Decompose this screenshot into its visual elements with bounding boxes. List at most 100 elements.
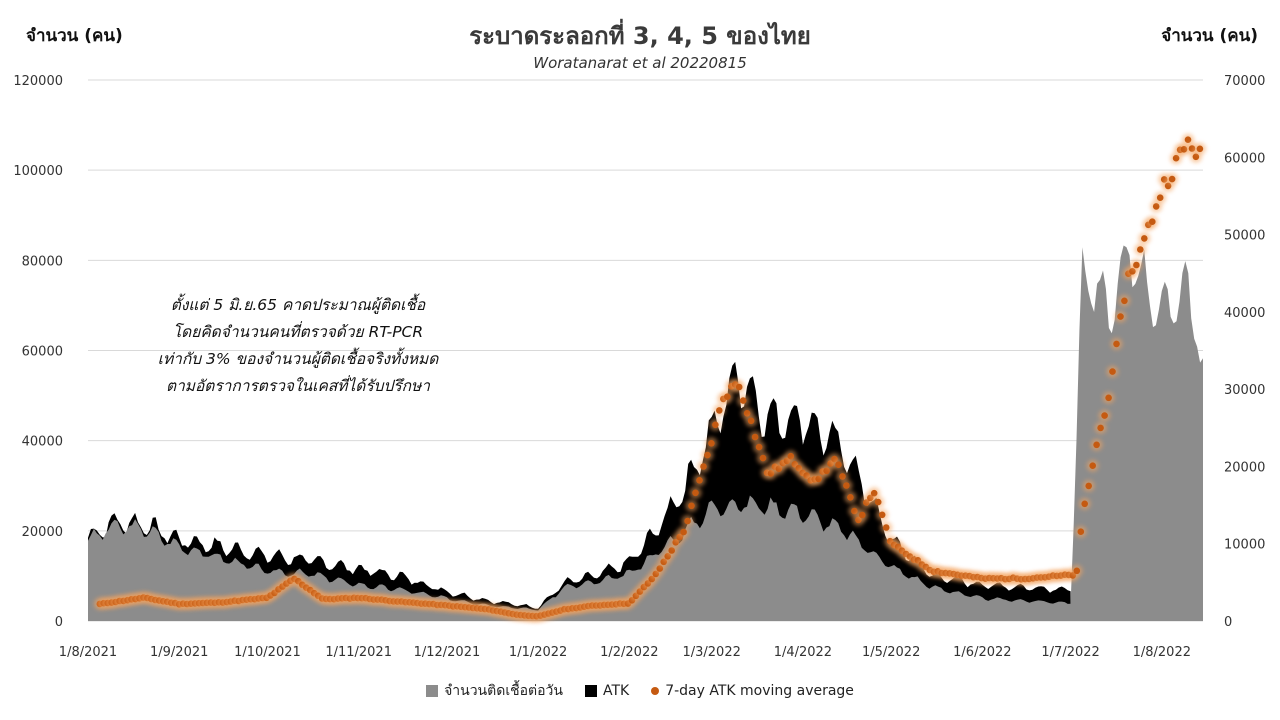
ma-dot [1097,424,1104,432]
y-tick-label-left: 60000 [22,345,63,360]
ma-dot [696,477,703,484]
x-tick-label: 1/4/2022 [774,645,832,660]
y-tick-label-right: 30000 [1224,383,1265,398]
ma-dot [1073,567,1081,575]
y-tick-label-right: 60000 [1224,151,1265,166]
ma-dot [1101,412,1108,419]
y-tick-label-right: 0 [1224,615,1232,630]
y-tick-label-left: 0 [55,615,63,630]
ma-dot [847,494,854,501]
y-axis-left-label: จำนวน (คน) [26,26,123,46]
annotation-line: โดยคิดจำนวนคนที่ตรวจด้วย RT-PCR [172,323,424,341]
x-tick-label: 1/12/2021 [414,645,481,660]
ma-dot [1109,368,1116,375]
area-series [88,245,1203,621]
ma-dot [1149,218,1156,225]
x-tick-label: 1/7/2022 [1041,645,1099,660]
ma-dot [700,463,707,470]
annotation-line: ตั้งแต่ 5 มิ.ย.65 คาดประมาณผู้ติดเชื้อ [170,296,426,314]
x-tick-label: 1/1/2022 [509,645,567,660]
ma-dot [724,393,731,401]
ma-dot [1196,145,1204,153]
ma-dot [751,433,759,441]
ma-dot [1081,500,1088,508]
ma-dot [1093,441,1100,449]
ma-dot [1137,246,1144,253]
y-tick-label-left: 20000 [22,525,63,540]
annotation-text: ตั้งแต่ 5 มิ.ย.65 คาดประมาณผู้ติดเชื้อ โ… [118,292,478,400]
ma-dot [759,454,767,462]
ma-dot [743,410,751,417]
ma-dot [684,517,691,525]
legend-item-atk: ATK [584,680,630,702]
y-tick-label-right: 40000 [1224,306,1265,321]
ma-dot [1133,261,1140,269]
ma-dot [859,511,866,519]
ma-dot [1105,394,1112,402]
x-tick-label: 1/9/2021 [150,645,208,660]
ma-dot [692,489,699,497]
ma-dot [716,407,723,414]
annotation-line: เท่ากับ 3% ของจำนวนผู้ติดเชื้อจริงทั้งหม… [157,350,439,368]
ma-dot [708,440,715,447]
x-tick-label: 1/6/2022 [953,645,1011,660]
ma-dot [1117,313,1124,320]
legend: จำนวนติดเชื้อต่อวัน ATK 7-day ATK moving… [0,680,1280,702]
ma-dot [755,443,763,451]
chart-subtitle: Woratanarat et al 20220815 [533,54,747,72]
ma-dot [680,528,687,536]
ma-dot [1141,235,1148,242]
legend-item-daily-cases: จำนวนติดเชื้อต่อวัน [426,680,563,702]
legend-label: 7-day ATK moving average [665,683,854,699]
y-tick-label-left: 80000 [22,254,63,269]
y-tick-label-right: 10000 [1224,538,1265,553]
ma-dot [668,547,675,554]
x-tick-label: 1/8/2021 [59,645,117,660]
ma-dot [878,511,886,519]
area-daily-cases [88,245,1203,621]
ma-dot [815,475,822,483]
ma-dot [735,383,743,391]
y-tick-label-right: 50000 [1224,229,1265,244]
ma-dot [688,502,695,510]
ma-dot [1121,297,1128,305]
legend-item-moving-average: 7-day ATK moving average [651,680,854,702]
ma-dot [1085,482,1092,490]
ma-dot [843,482,850,489]
x-tick-label: 1/5/2022 [862,645,920,660]
ma-dot [1192,153,1200,161]
x-tick-label: 1/10/2021 [234,645,301,660]
x-tick-label: 1/8/2022 [1133,645,1191,660]
y-tick-label-left: 100000 [13,164,63,179]
ma-dot [1113,340,1120,348]
ma-dot [1180,146,1188,153]
y-tick-label-left: 40000 [22,435,63,450]
y-axis-right-label: จำนวน (คน) [1161,26,1258,46]
axis-ticks: 0 20000 40000 60000 80000 100000 120000 0 10000 2… [13,74,1265,660]
x-tick-label: 1/2/2022 [600,645,658,660]
ma-dot [739,397,747,404]
legend-label: ATK [602,683,630,699]
ma-dot [787,452,795,460]
ma-dot [704,451,711,459]
ma-dot [1077,528,1085,535]
ma-dot [870,489,878,497]
ma-dot [851,507,858,515]
ma-dot [712,421,719,429]
ma-dot [1156,194,1164,201]
legend-swatch [651,687,660,695]
y-tick-label-left: 120000 [13,74,63,89]
legend-swatch [584,685,597,697]
x-tick-label: 1/3/2022 [682,645,740,660]
legend-label: จำนวนติดเชื้อต่อวัน [444,683,563,699]
annotation-line: ตามอัตราการตรวจในเคสที่ได้รับปรึกษา [166,377,430,395]
ma-dot [1188,145,1196,152]
ma-dot [874,498,882,506]
ma-dot [747,417,755,425]
ma-dot [1089,462,1096,470]
ma-dot [1184,136,1192,143]
moving-average-dots [93,133,1206,623]
chart-title: ระบาดระลอกที่ 3, 4, 5 ของไทย [469,22,811,50]
ma-dot [1152,203,1160,210]
